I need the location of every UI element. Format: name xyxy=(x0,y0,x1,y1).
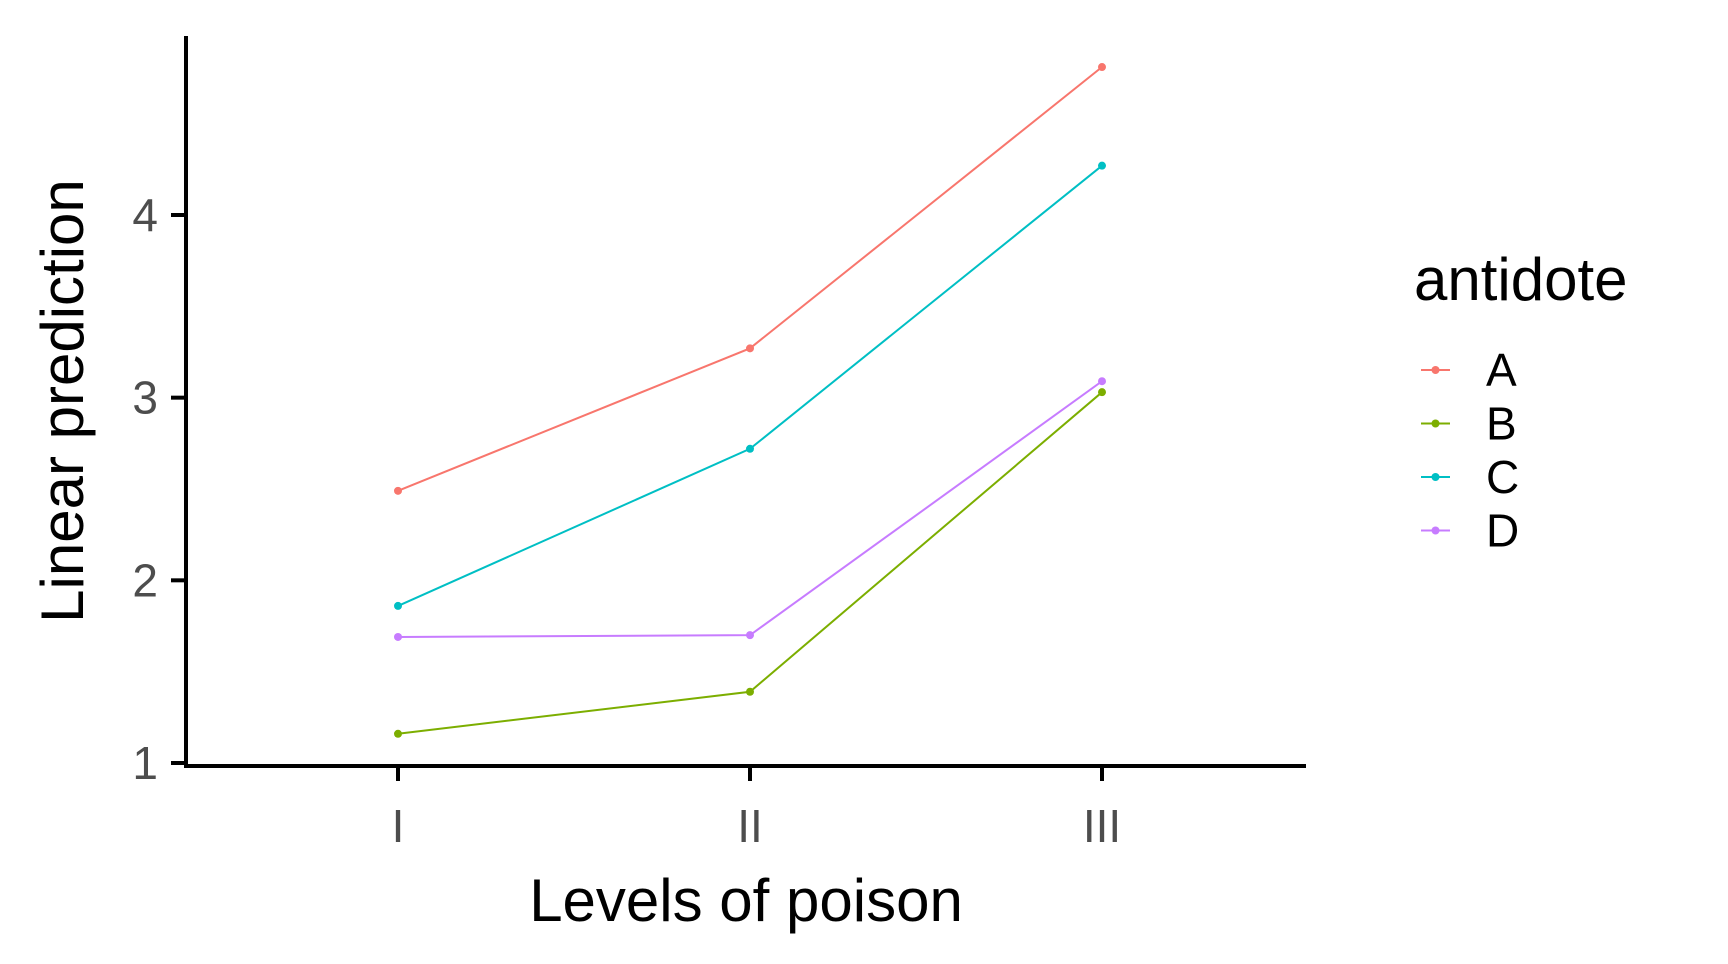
data-point-c xyxy=(394,601,402,610)
legend-key-point xyxy=(1431,366,1440,374)
data-point-a xyxy=(746,344,754,353)
data-point-d xyxy=(1098,377,1106,386)
data-point-d xyxy=(746,631,754,640)
y-tick-label: 4 xyxy=(132,189,158,241)
data-point-a xyxy=(1098,63,1106,72)
x-tick-label: III xyxy=(1083,800,1121,852)
y-axis-title: Linear prediction xyxy=(29,179,96,623)
series-line-a xyxy=(397,66,1103,492)
series-line-b xyxy=(397,391,1103,735)
legend-key-point xyxy=(1431,473,1440,481)
series-points xyxy=(394,63,1106,738)
series-line-d xyxy=(397,380,1103,638)
x-axis-title: Levels of poison xyxy=(529,867,963,934)
data-point-d xyxy=(394,632,402,641)
legend-label: D xyxy=(1486,505,1519,557)
legend-item-a: A xyxy=(1421,344,1517,396)
data-point-b xyxy=(746,687,754,696)
legend-item-b: B xyxy=(1421,398,1517,450)
data-point-a xyxy=(394,486,402,495)
y-tick-label: 1 xyxy=(132,737,158,789)
data-point-c xyxy=(746,444,754,453)
data-point-c xyxy=(1098,161,1106,170)
data-point-b xyxy=(394,729,402,738)
legend-item-c: C xyxy=(1421,451,1519,503)
legend-label: B xyxy=(1486,398,1517,450)
legend-title: antidote xyxy=(1414,246,1628,313)
x-tick-label: II xyxy=(737,800,763,852)
x-tick-label: I xyxy=(392,800,405,852)
legend-key-point xyxy=(1431,419,1440,428)
legend-label: A xyxy=(1486,344,1517,396)
y-tick-label: 2 xyxy=(132,554,158,606)
data-point-b xyxy=(1098,388,1106,397)
legend-label: C xyxy=(1486,451,1519,503)
x-axis-ticks: I II III xyxy=(392,766,1121,852)
legend-key-point xyxy=(1431,526,1440,535)
series-line-c xyxy=(397,164,1103,607)
legend-item-d: D xyxy=(1421,505,1519,557)
y-tick-label: 3 xyxy=(132,372,158,424)
y-axis-ticks: 1 2 3 4 xyxy=(132,189,186,789)
